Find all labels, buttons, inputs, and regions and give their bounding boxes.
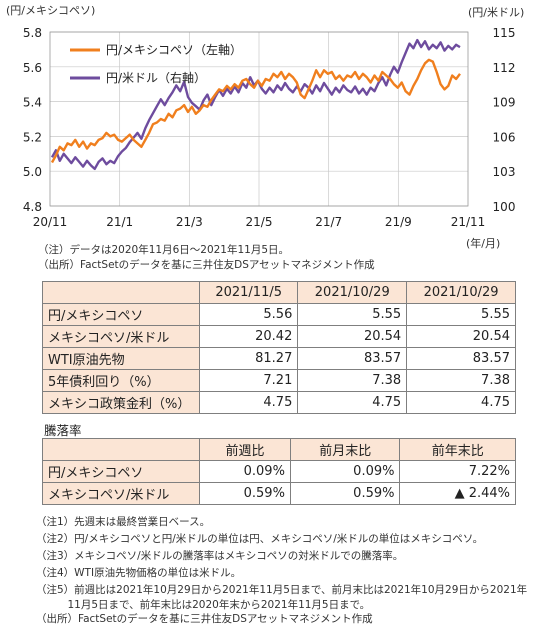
table-cell: 5.55 [297,303,408,326]
table-cell: 0.59% [289,482,401,505]
series-lines [50,38,461,171]
y-right-tick-label: 106 [493,130,516,144]
row-label: メキシコペソ/米ドル [42,482,200,505]
plot-frame [49,31,469,207]
footnote-3: （注3）メキシコペソ/米ドルの騰落率はメキシコペソの対米ドルでの騰落率。 [36,550,404,562]
table-row: WTI原油先物 81.27 83.57 83.57 [42,347,516,370]
table-cell: 7.21 [198,369,299,392]
axis-ticks: 4.8 100 5.0 103 5.2 106 5.4 109 5.6 112 5.8 115 20/1… [23,26,516,229]
x-tick-label: 21/5 [246,215,273,229]
series-line-mxn [50,58,461,164]
header-yearly: 前年末比 [399,438,516,461]
table-cell: 0.09% [199,460,291,483]
x-tick-label: 21/9 [385,215,412,229]
footnote-4: （注4）WTI原油先物価格の単位は米ドル。 [36,567,242,579]
chart-source: （出所）FactSetのデータを基に三井住友DSアセットマネジメント作成 [38,259,375,271]
table-cell: 0.09% [289,460,401,483]
y-right-tick-label: 100 [493,200,516,214]
table-row: 円/メキシコペソ 0.09% 0.09% 7.22% [42,460,516,483]
table-cell: 81.27 [198,347,299,370]
header-date-3: 2021/10/29 [406,281,516,304]
y-left-tick-label: 5.4 [23,96,42,110]
table-cell: ▲ 2.44% [399,482,516,505]
legend: 円/メキシコペソ（左軸） 円/米ドル（右軸） [70,42,242,85]
table-cell: 7.22% [399,460,516,483]
table-cell: 20.54 [297,325,408,348]
y-left-axis-label: (円/メキシコペソ) [6,4,95,17]
header-weekly: 前週比 [199,438,291,461]
fx-line-chart: (円/メキシコペソ) (円/米ドル) (年/月) 4.8 100 5.0 103 5.2… [6,4,524,250]
header-monthly: 前月末比 [289,438,401,461]
footnote-2: （注2）円/メキシコペソと円/米ドルの単位は円、メキシコペソ/米ドルの単位はメキ… [36,533,484,545]
row-label: メキシコ政策金利（%） [42,391,200,414]
row-label: 円/メキシコペソ [42,460,200,483]
table-cell: 0.59% [199,482,291,505]
y-left-tick-label: 4.8 [23,200,42,214]
x-tick-label: 21/11 [451,215,486,229]
row-label: メキシコペソ/米ドル [42,325,200,348]
table-row: 5年債利回り（%） 7.21 7.38 7.38 [42,369,516,392]
table-cell: 20.42 [198,325,299,348]
y-right-tick-label: 115 [493,26,516,40]
table-row: メキシコペソ/米ドル 0.59% 0.59% ▲ 2.44% [42,482,516,505]
y-left-tick-label: 5.8 [23,26,42,40]
header-blank-cell [42,438,200,461]
table-cell: 7.38 [297,369,408,392]
table-row: メキシコ政策金利（%） 4.75 4.75 4.75 [42,391,516,414]
table-cell: 7.38 [406,369,516,392]
y-left-tick-label: 5.2 [23,130,42,144]
legend-label-mxn: 円/メキシコペソ（左軸） [106,42,242,57]
table-cell: 4.75 [198,391,299,414]
table-cell: 4.75 [297,391,408,414]
table-cell: 83.57 [406,347,516,370]
table-cell: 83.57 [297,347,408,370]
x-tick-label: 20/11 [33,215,68,229]
change-table: 前週比 前月末比 前年末比 円/メキシコペソ 0.09% 0.09% 7.22%… [42,438,516,505]
x-tick-label: 21/3 [176,215,203,229]
market-table: 2021/11/5 2021/10/29 2021/10/29 円/メキシコペソ… [42,281,516,414]
footnote-5-cont: 11月5日まで、前年末比は2020年末から2021年11月5日まで。 [36,599,371,611]
x-unit-label: (年/月) [466,236,500,250]
section-label-change: 騰落率 [44,423,82,438]
table-cell: 5.55 [406,303,516,326]
grid-lines [50,31,468,207]
table-cell: 5.56 [198,303,299,326]
y-left-tick-label: 5.0 [23,165,42,179]
header-blank-cell [42,281,200,304]
footnote-1: （注1）先週末は最終営業日ベース。 [36,516,211,528]
header-date-2: 2021/10/29 [297,281,408,304]
header-date-1: 2021/11/5 [198,281,299,304]
row-label: WTI原油先物 [42,347,200,370]
table-cell: 4.75 [406,391,516,414]
y-right-tick-label: 112 [493,61,516,75]
series-line-usd [50,38,461,171]
x-tick-label: 21/1 [106,215,133,229]
chart-note: （注）データは2020年11月6日～2021年11月5日。 [38,244,290,256]
market-table-header: 2021/11/5 2021/10/29 2021/10/29 [42,281,516,304]
row-label: 円/メキシコペソ [42,303,200,326]
y-right-tick-label: 103 [493,165,516,179]
table-row: 円/メキシコペソ 5.56 5.55 5.55 [42,303,516,326]
footnote-5: （注5）前週比は2021年10月29日から2021年11月5日まで、前月末比は2… [36,584,528,596]
legend-label-usd: 円/米ドル（右軸） [106,70,206,85]
table-cell: 20.54 [406,325,516,348]
footnote-source: （出所）FactSetのデータを基に三井住友DSアセットマネジメント作成 [36,613,373,625]
y-right-axis-label: (円/米ドル) [468,6,524,19]
x-tick-label: 21/7 [315,215,342,229]
change-table-header: 前週比 前月末比 前年末比 [42,438,516,461]
y-left-tick-label: 5.6 [23,61,42,75]
row-label: 5年債利回り（%） [42,369,200,392]
table-row: メキシコペソ/米ドル 20.42 20.54 20.54 [42,325,516,348]
y-right-tick-label: 109 [493,96,516,110]
